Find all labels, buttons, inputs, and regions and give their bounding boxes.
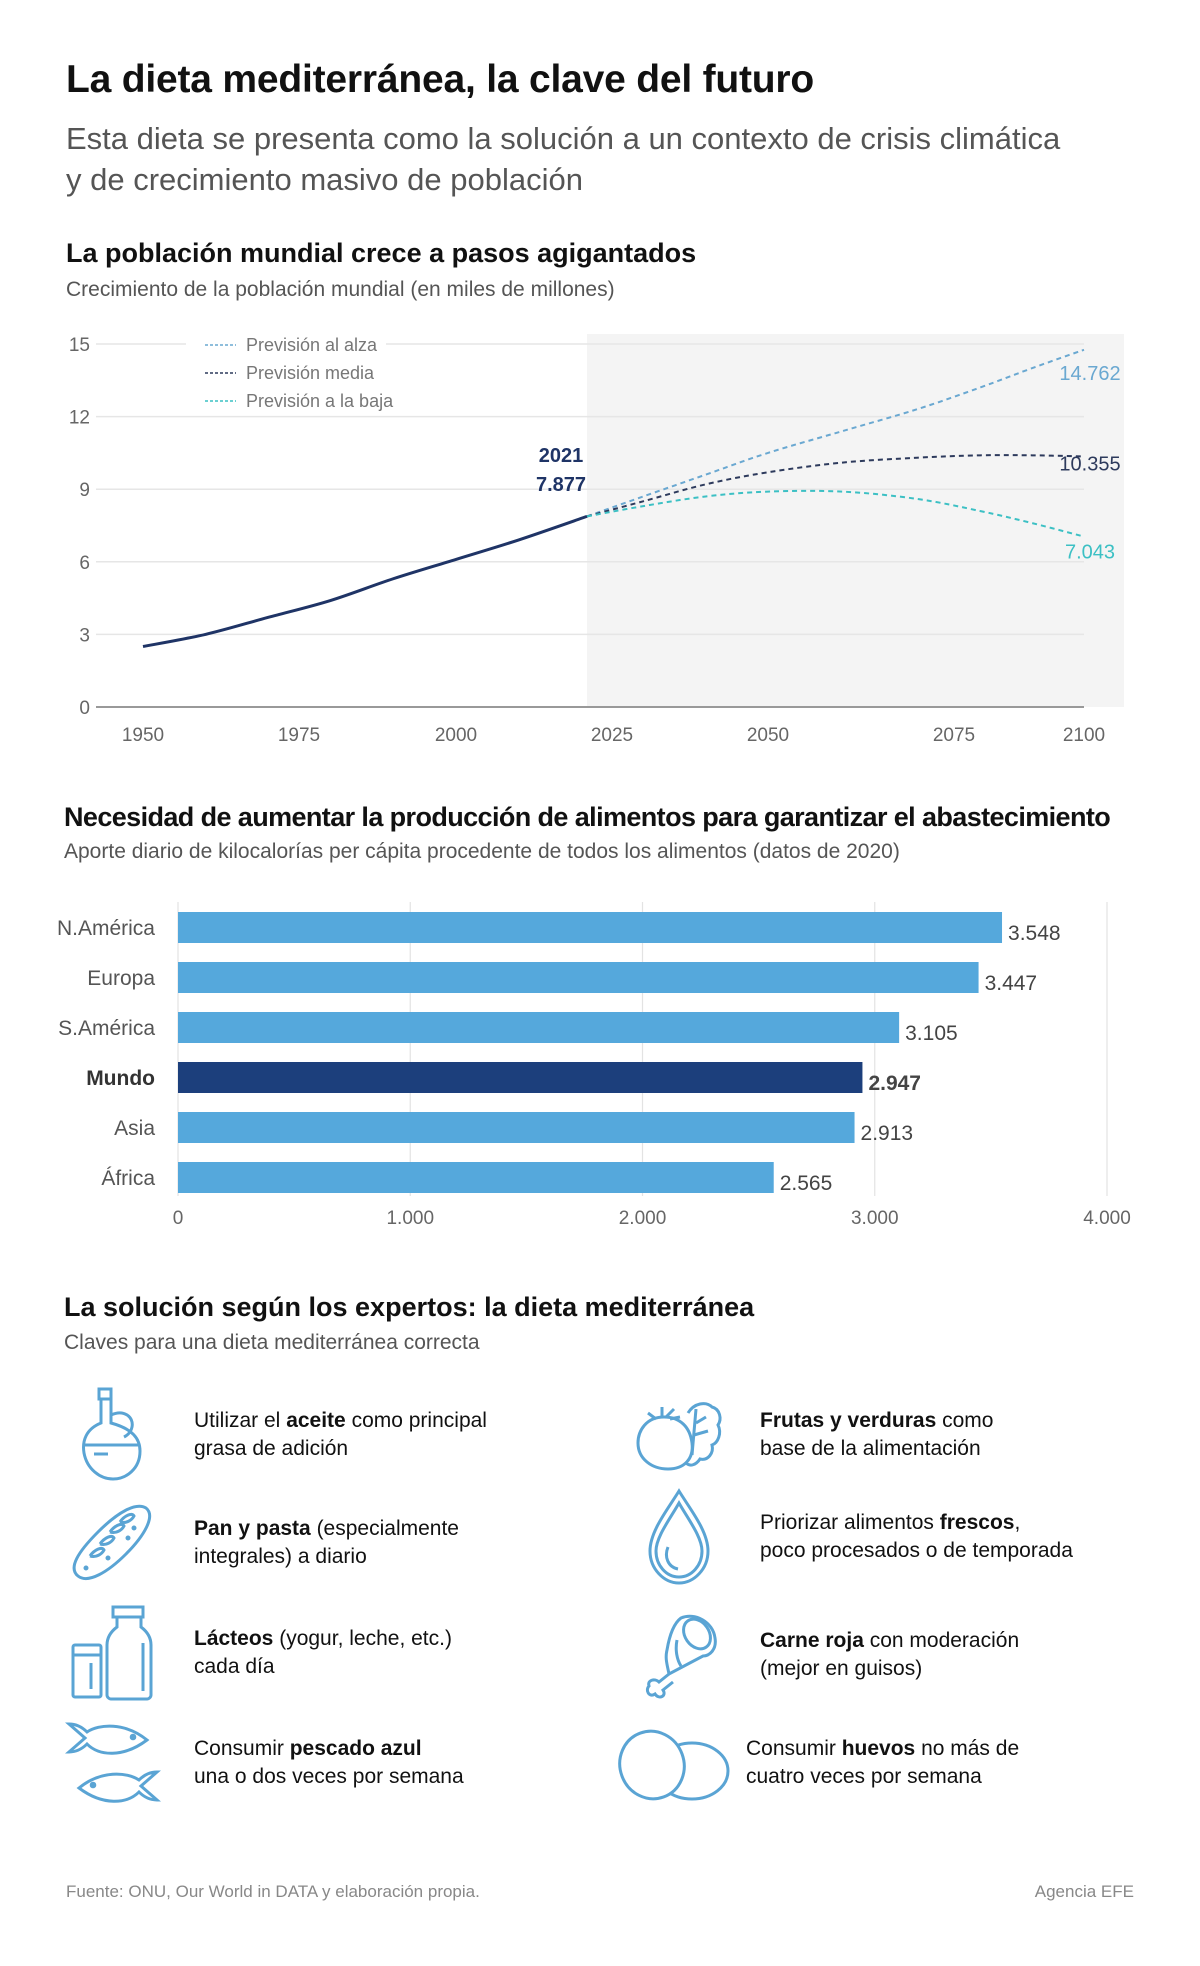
y-tick-label: 6 (79, 553, 90, 574)
x-tick-label: 1950 (122, 725, 164, 746)
end-label: 14.762 (1059, 363, 1120, 385)
category-label: África (101, 1167, 155, 1190)
value-labels: 3.548 3.447 3.105 2.947 2.913 2.565 (780, 922, 1061, 1195)
bar-s-am-rica (178, 1012, 900, 1043)
bar-europa (178, 962, 979, 993)
category-label: Mundo (86, 1067, 155, 1090)
meat-leg-icon (624, 1600, 734, 1710)
bar-asia (178, 1112, 855, 1143)
tip-item: Consumir pescado azul una o dos veces por… (58, 1708, 464, 1818)
category-label: S.América (58, 1017, 155, 1040)
tips-title: La solución según los expertos: la dieta… (64, 1292, 755, 1322)
legend: Previsión al alza Previsión media Previsió… (186, 330, 394, 412)
oil-bottle-icon (58, 1380, 168, 1490)
calories-chart-subtitle: Aporte diario de kilocalorías per cápita… (64, 840, 900, 863)
x-gridlines (177, 902, 1108, 1196)
category-labels: N.América Europa S.América Mundo Asia África (57, 917, 155, 1190)
series-end-labels: 14.762 10.355 7.043 (1059, 363, 1120, 564)
main-subtitle: Esta dieta se presenta como la solución … (66, 121, 1061, 197)
x-tick-label: 1.000 (386, 1208, 434, 1229)
y-axis-ticks: 0 3 6 9 12 15 (69, 335, 90, 719)
y-tick-label: 12 (69, 408, 90, 429)
tips-subtitle: Claves para una dieta mediterránea corre… (64, 1331, 480, 1354)
x-tick-label: 1975 (278, 725, 320, 746)
tip-item: Utilizar el aceite como principal grasa d… (58, 1380, 487, 1490)
value-label: 2.565 (780, 1172, 833, 1195)
population-chart-title: La población mundial crece a pasos agiga… (66, 238, 697, 268)
calories-chart-title: Necesidad de aumentar la producción de a… (64, 802, 1111, 832)
value-label: 2.947 (868, 1072, 921, 1095)
tip-item: Consumir huevos no más de cuatro veces po… (610, 1708, 1019, 1818)
vegetables-icon (624, 1380, 734, 1490)
x-tick-label: 2075 (933, 725, 975, 746)
x-axis-ticks: 0 1.000 2.000 3.000 4.000 (173, 1208, 1131, 1229)
tip-text: Consumir pescado azul una o dos veces por… (194, 1737, 464, 1788)
tip-text: Consumir huevos no más de cuatro veces po… (746, 1737, 1020, 1788)
tip-text: Carne roja con moderación (mejor en guiso… (760, 1629, 1020, 1680)
y-tick-label: 15 (69, 335, 90, 356)
x-tick-label: 2.000 (619, 1208, 667, 1229)
tip-item: Pan y pasta (especialmente integrales) a … (58, 1488, 459, 1598)
annotation-year: 2021 (539, 445, 584, 467)
category-label: Asia (114, 1117, 155, 1140)
milk-bottle-icon (58, 1598, 168, 1708)
series-line-hist-rico (142, 514, 588, 648)
x-tick-label: 2000 (435, 725, 477, 746)
projection-shaded-region (587, 334, 1124, 707)
tip-item: Priorizar alimentos frescos, poco procesa… (624, 1482, 1073, 1592)
annotation-value: 7.877 (536, 474, 586, 496)
bars (178, 912, 1003, 1193)
series-lines (142, 348, 1085, 648)
value-label: 2.913 (861, 1122, 914, 1145)
end-label: 10.355 (1059, 453, 1120, 475)
footer-source: Fuente: ONU, Our World in DATA y elabora… (66, 1882, 480, 1901)
end-label: 7.043 (1065, 542, 1115, 564)
bread-icon (58, 1488, 168, 1598)
x-tick-label: 2025 (591, 725, 633, 746)
category-label: N.América (57, 917, 155, 940)
x-tick-label: 0 (173, 1208, 184, 1229)
y-tick-label: 9 (79, 480, 90, 501)
tip-text: Frutas y verduras como base de la aliment… (760, 1409, 994, 1460)
legend-label: Previsión a la baja (246, 391, 394, 411)
category-label: Europa (87, 967, 155, 990)
main-title: La dieta mediterránea, la clave del futu… (66, 58, 815, 101)
legend-background (186, 330, 386, 412)
legend-label: Previsión media (246, 363, 375, 383)
tip-item: Lácteos (yogur, leche, etc.) cada día (58, 1598, 452, 1708)
tip-text: Utilizar el aceite como principal grasa d… (194, 1409, 487, 1460)
tip-item: Frutas y verduras como base de la aliment… (624, 1380, 993, 1490)
population-line-chart: 0 3 6 9 12 15 1950 1975 2000 2025 2050 2075 2100 Pr… (69, 330, 1124, 746)
series-line-previsi-n-al-alza (586, 348, 1085, 518)
bar--frica (178, 1162, 774, 1193)
bar-mundo (178, 1062, 863, 1093)
water-drop-icon (624, 1482, 734, 1592)
tip-text: Priorizar alimentos frescos, poco procesa… (760, 1511, 1073, 1562)
y-tick-label: 3 (79, 625, 90, 646)
bar-n-am-rica (178, 912, 1003, 943)
x-tick-label: 2050 (747, 725, 789, 746)
x-tick-label: 2100 (1063, 725, 1105, 746)
value-label: 3.447 (985, 972, 1038, 995)
x-tick-label: 4.000 (1083, 1208, 1131, 1229)
eggs-icon (610, 1708, 734, 1818)
value-label: 3.548 (1008, 922, 1061, 945)
legend-label: Previsión al alza (246, 335, 378, 355)
footer-agency: Agencia EFE (1034, 1882, 1134, 1901)
x-axis-ticks: 1950 1975 2000 2025 2050 2075 2100 (122, 725, 1105, 746)
fish-icon (58, 1708, 168, 1818)
value-label: 3.105 (905, 1022, 958, 1045)
x-tick-label: 3.000 (851, 1208, 899, 1229)
tip-text: Lácteos (yogur, leche, etc.) cada día (194, 1627, 452, 1678)
y-tick-label: 0 (79, 698, 90, 719)
tip-item: Carne roja con moderación (mejor en guiso… (624, 1600, 1019, 1710)
tip-text: Pan y pasta (especialmente integrales) a … (194, 1517, 459, 1568)
population-chart-subtitle: Crecimiento de la población mundial (en … (66, 278, 615, 301)
calories-bar-chart: N.AméricaEuropaS.AméricaMundoAsiaÁfrica … (57, 902, 1131, 1229)
series-line-previsi-n-media (586, 454, 1085, 518)
